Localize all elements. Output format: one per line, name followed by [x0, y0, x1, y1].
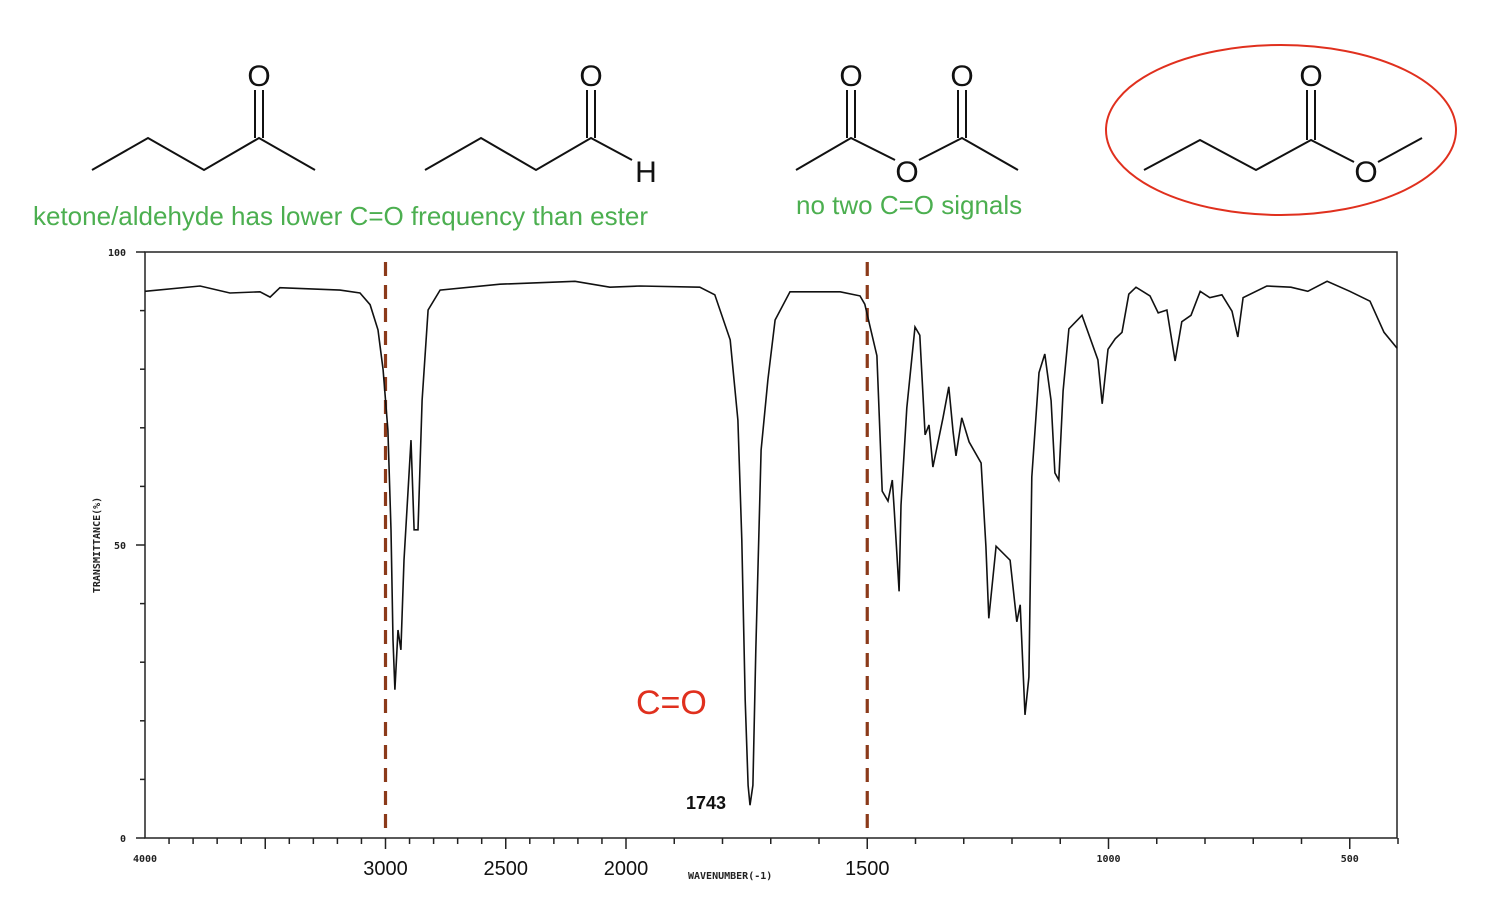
- x-tick-label: 500: [1341, 854, 1359, 865]
- ketone-oxygen: O: [247, 60, 270, 93]
- x-tick-label: 1000: [1096, 854, 1120, 865]
- y-axis-label: TRANSMITTANCE(%): [92, 497, 103, 593]
- anhydride-oxygen-2: O: [950, 60, 973, 93]
- x-overlay-label: 3000: [363, 858, 408, 880]
- anhydride-structure: [795, 90, 1019, 171]
- aldehyde-oxygen: O: [579, 60, 602, 93]
- x-overlay-label: 1500: [845, 858, 890, 880]
- plot-frame: [144, 251, 1398, 839]
- x-overlay-label: 2500: [484, 858, 529, 880]
- ketone-structure: [91, 90, 316, 172]
- anhydride-oxygen-1: O: [839, 60, 862, 93]
- answer-circle: [1105, 44, 1457, 216]
- structures: O O H O O O O O: [91, 44, 1457, 216]
- ester-carbonyl-oxygen: O: [1299, 60, 1322, 93]
- x-tick-label: 4000: [133, 854, 157, 865]
- ester-ether-oxygen: O: [1354, 156, 1377, 189]
- x-axis-label: WAVENUMBER(-1): [688, 871, 772, 882]
- y-tick-label: 0: [120, 834, 126, 845]
- ketone-aldehyde-note: ketone/aldehyde has lower C=O frequency …: [33, 201, 648, 231]
- y-tick-label: 100: [108, 248, 126, 259]
- y-tick-label: 50: [114, 541, 126, 552]
- ester-structure: [1143, 90, 1423, 172]
- anhydride-bridge-oxygen: O: [895, 156, 918, 189]
- spectrum-line: [144, 280, 1398, 806]
- peak-label-1743: 1743: [686, 793, 727, 813]
- anhydride-note: no two C=O signals: [796, 190, 1023, 220]
- x-overlay-label: 2000: [604, 858, 649, 880]
- carbonyl-label: C=O: [636, 684, 707, 722]
- aldehyde-structure: [424, 90, 633, 172]
- aldehyde-hydrogen: H: [635, 156, 657, 189]
